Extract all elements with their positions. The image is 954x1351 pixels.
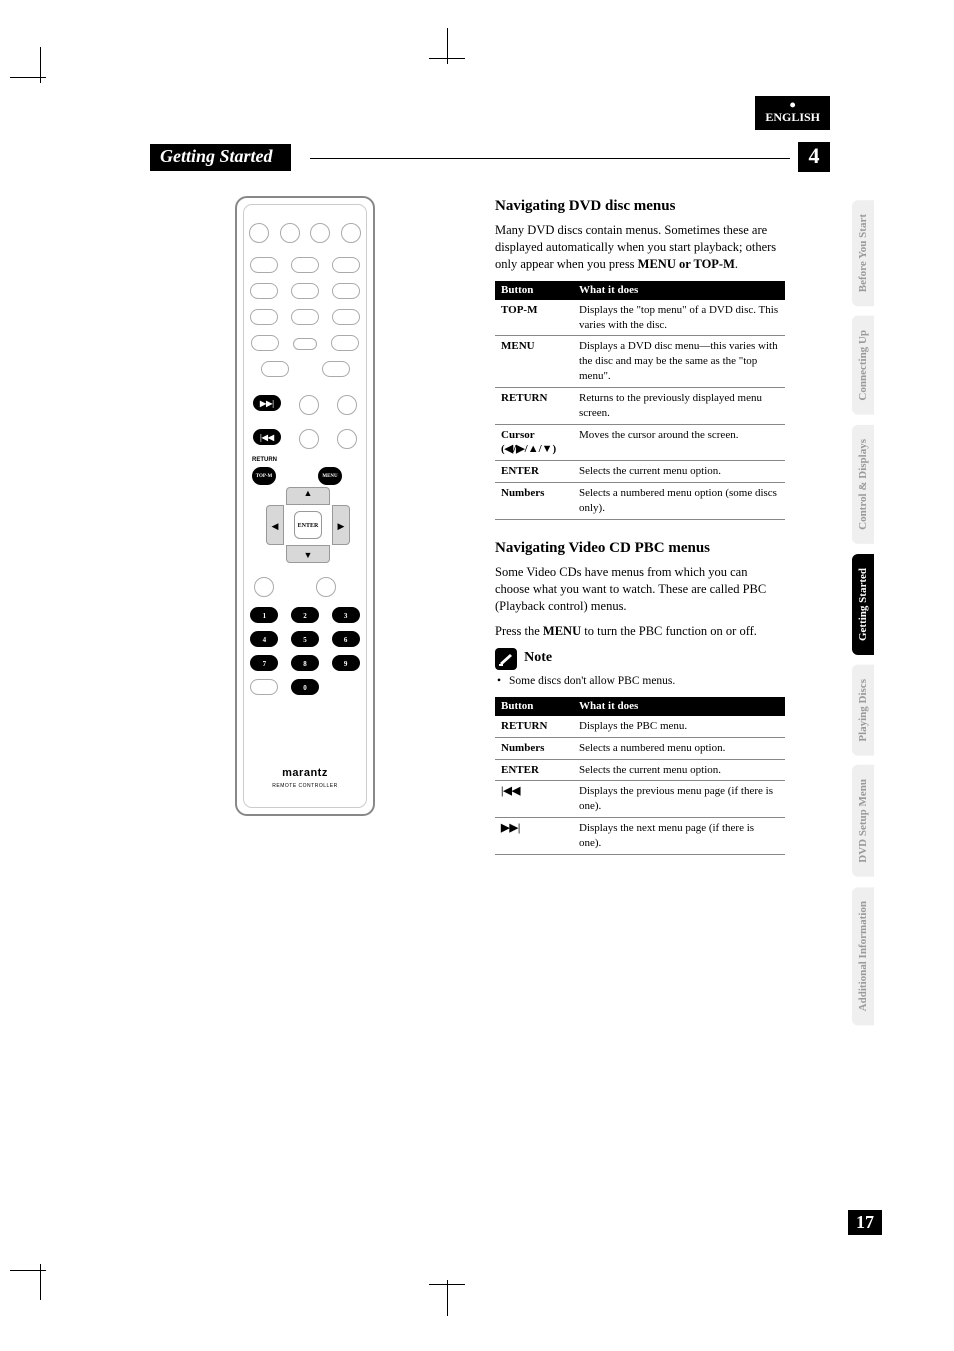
button-desc: Displays the previous menu page (if ther…: [573, 781, 785, 818]
button-desc: Displays the next menu page (if there is…: [573, 818, 785, 855]
col-button: Button: [495, 697, 573, 716]
button-name: TOP-M: [495, 300, 573, 336]
remote-brand: marantz: [244, 767, 366, 779]
button-desc: Displays the PBC menu.: [573, 716, 785, 737]
side-tab: Additional Information: [852, 887, 874, 1025]
button-desc: Selects the current menu option.: [573, 461, 785, 483]
manual-page: • ENGLISH Getting Started 4 ▶▶| |◀◀: [70, 80, 830, 1260]
language-tab: • ENGLISH: [755, 96, 830, 130]
button-name: ENTER: [495, 759, 573, 781]
side-tab: DVD Setup Menu: [852, 765, 874, 877]
topm-button: TOP-M: [252, 467, 276, 485]
button-desc: Selects a numbered menu option (some dis…: [573, 483, 785, 520]
button-name: Numbers: [495, 483, 573, 520]
numpad-row: 1 2 3: [244, 607, 366, 623]
button-name: RETURN: [495, 716, 573, 737]
section2-p1: Some Video CDs have menus from which you…: [495, 564, 785, 615]
side-tab: Connecting Up: [852, 316, 874, 415]
fwd-button: ▶▶|: [253, 395, 281, 411]
button-desc: Displays the "top menu" of a DVD disc. T…: [573, 300, 785, 336]
section-title: Getting Started: [150, 144, 291, 171]
chapter-number: 4: [798, 142, 830, 172]
button-name: ▶▶|: [495, 818, 573, 855]
col-desc: What it does: [573, 697, 785, 716]
menu-button: MENU: [318, 467, 342, 485]
button-desc: Selects the current menu option.: [573, 759, 785, 781]
main-content: Navigating DVD disc menus Many DVD discs…: [495, 196, 785, 873]
cursor-pad: ▲ ▼ ◀ ▶ ENTER: [266, 487, 350, 563]
language-label: ENGLISH: [765, 110, 820, 124]
button-desc: Returns to the previously displayed menu…: [573, 387, 785, 424]
button-name: ENTER: [495, 461, 573, 483]
rew-button: |◀◀: [253, 429, 281, 445]
next-track-icon: ▶▶|: [501, 822, 520, 834]
button-name: Numbers: [495, 737, 573, 759]
page-number: 17: [848, 1210, 882, 1235]
button-name: RETURN: [495, 387, 573, 424]
enter-button: ENTER: [294, 511, 322, 539]
section-header: Getting Started 4: [150, 144, 830, 172]
side-tab: Playing Discs: [852, 665, 874, 756]
col-desc: What it does: [573, 281, 785, 300]
section2-title: Navigating Video CD PBC menus: [495, 538, 785, 558]
col-button: Button: [495, 281, 573, 300]
note-text: Some discs don't allow PBC menus.: [495, 674, 785, 690]
pbc-button-table: Button What it does RETURNDisplays the P…: [495, 697, 785, 855]
section2-p2: Press the MENU to turn the PBC function …: [495, 623, 785, 640]
remote-subtitle: REMOTE CONTROLLER: [244, 783, 366, 789]
button-desc: Displays a DVD disc menu—this varies wit…: [573, 336, 785, 388]
note-block: Note Some discs don't allow PBC menus.: [495, 648, 785, 690]
side-tab: Control & Displays: [852, 425, 874, 544]
button-name: Cursor(◀/▶/▲/▼): [495, 424, 573, 461]
section1-title: Navigating DVD disc menus: [495, 196, 785, 216]
button-desc: Selects a numbered menu option.: [573, 737, 785, 759]
button-name: MENU: [495, 336, 573, 388]
dvd-button-table: Button What it does TOP-MDisplays the "t…: [495, 281, 785, 520]
return-label: RETURN: [252, 457, 277, 463]
note-label: Note: [524, 650, 552, 665]
note-icon: [495, 648, 517, 670]
prev-track-icon: |◀◀: [501, 785, 520, 797]
side-nav-tabs: Before You Start Connecting Up Control & D…: [852, 200, 882, 1035]
button-desc: Moves the cursor around the screen.: [573, 424, 785, 461]
remote-control-diagram: ▶▶| |◀◀ RETURN TOP-M MENU ▲ ▼ ◀ ▶ ENTER: [235, 196, 375, 816]
button-name: |◀◀: [495, 781, 573, 818]
side-tab: Getting Started: [852, 554, 874, 655]
section1-intro: Many DVD discs contain menus. Sometimes …: [495, 222, 785, 273]
side-tab: Before You Start: [852, 200, 874, 306]
